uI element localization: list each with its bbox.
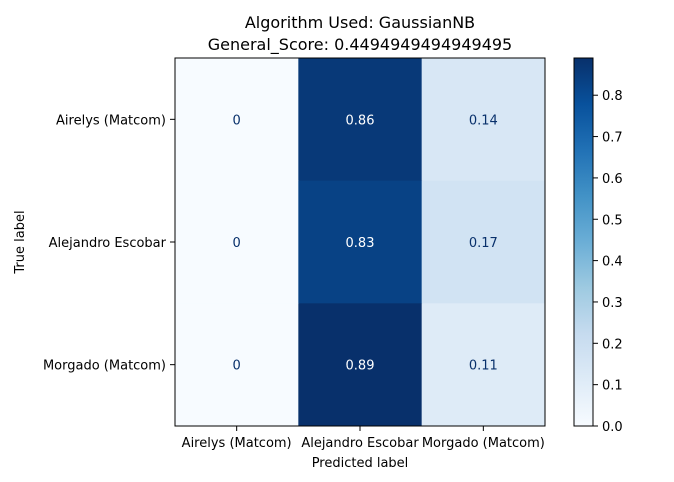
heatmap-cell bbox=[421, 58, 546, 182]
cell-value-label: 0 bbox=[233, 236, 241, 251]
heatmap-cell bbox=[298, 303, 423, 427]
heatmap-cell bbox=[298, 180, 423, 304]
heatmap-cell bbox=[175, 180, 299, 304]
x-tick-label: Airelys (Matcom) bbox=[182, 436, 292, 451]
cell-value-label: 0.89 bbox=[346, 359, 375, 374]
y-axis-label: True label bbox=[13, 210, 28, 274]
colorbar-tick-label: 0.4 bbox=[602, 255, 623, 270]
colorbar-tick-label: 0.0 bbox=[602, 420, 623, 435]
x-axis-ticks: Airelys (Matcom) Alejandro Escobar Morgado… bbox=[182, 426, 545, 451]
y-tick-label: Alejandro Escobar bbox=[49, 236, 167, 251]
colorbar-tick-label: 0.3 bbox=[602, 296, 623, 311]
colorbar-tick-label: 0.1 bbox=[602, 379, 623, 394]
colorbar-tick-label: 0.5 bbox=[602, 213, 623, 228]
colorbar-tick-label: 0.7 bbox=[602, 131, 623, 146]
x-tick-label: Alejandro Escobar bbox=[301, 436, 419, 451]
cell-value-label: 0.17 bbox=[469, 236, 498, 251]
x-axis-label: Predicted label bbox=[312, 456, 409, 471]
y-tick-label: Morgado (Matcom) bbox=[43, 359, 166, 374]
cell-value-label: 0.11 bbox=[469, 359, 498, 374]
chart-title: Algorithm Used: GaussianNB bbox=[245, 13, 475, 32]
chart-subtitle: General_Score: 0.4494949494949495 bbox=[208, 35, 512, 55]
y-axis-ticks: Airelys (Matcom) Alejandro Escobar Morgado… bbox=[43, 113, 175, 374]
colorbar-tick-label: 0.2 bbox=[602, 337, 623, 352]
heatmap-cell-labels: 0 0.86 0.14 0 0.83 0.17 0 0.89 0.11 bbox=[233, 113, 498, 373]
cell-value-label: 0.86 bbox=[346, 113, 375, 128]
heatmap-cell bbox=[421, 180, 546, 304]
colorbar-ticks: 0.0 0.1 0.2 0.3 0.4 0.5 0.6 0.7 0.8 bbox=[593, 89, 623, 435]
heatmap-cell bbox=[175, 58, 299, 182]
x-tick-label: Morgado (Matcom) bbox=[422, 436, 545, 451]
colorbar-tick-label: 0.6 bbox=[602, 172, 623, 187]
heatmap-cell bbox=[421, 303, 546, 427]
colorbar bbox=[573, 57, 594, 427]
heatmap-cells bbox=[175, 58, 546, 427]
cell-value-label: 0 bbox=[233, 359, 241, 374]
cell-value-label: 0.83 bbox=[346, 236, 375, 251]
cell-value-label: 0.14 bbox=[469, 113, 498, 128]
heatmap-cell bbox=[175, 303, 299, 427]
colorbar-tick-label: 0.8 bbox=[602, 89, 623, 104]
y-tick-label: Airelys (Matcom) bbox=[56, 113, 166, 128]
cell-value-label: 0 bbox=[233, 113, 241, 128]
heatmap-cell bbox=[298, 58, 423, 182]
